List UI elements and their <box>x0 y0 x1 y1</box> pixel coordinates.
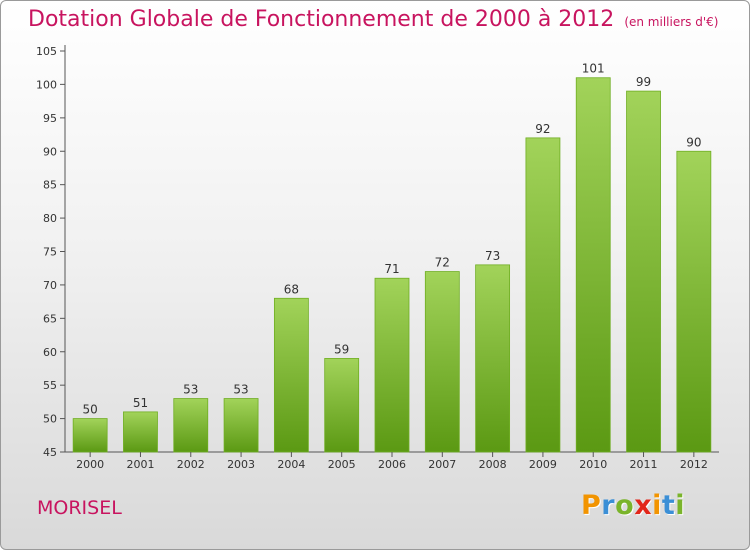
proxiti-logo: Proxiti <box>581 490 686 521</box>
x-tick-label: 2006 <box>378 458 406 471</box>
bar-value-label: 68 <box>284 282 299 296</box>
y-tick-label: 45 <box>43 446 57 459</box>
bar <box>626 90 661 453</box>
bar-value-label: 73 <box>485 249 500 263</box>
x-tick-label: 2003 <box>227 458 255 471</box>
x-tick-label: 2012 <box>680 458 708 471</box>
y-tick-label: 50 <box>43 413 57 426</box>
y-tick-label: 105 <box>36 45 57 58</box>
bar-value-label: 99 <box>636 75 651 89</box>
y-tick-label: 95 <box>43 112 57 125</box>
town-name: MORISEL <box>37 497 122 519</box>
bar-value-label: 90 <box>686 135 701 149</box>
chart-title: Dotation Globale de Fonctionnement de 20… <box>28 7 718 32</box>
y-tick-label: 65 <box>43 312 57 325</box>
bar-value-label: 72 <box>435 256 450 270</box>
bar <box>475 264 511 453</box>
bar <box>676 150 712 453</box>
x-tick-label: 2005 <box>328 458 356 471</box>
bar-value-label: 59 <box>334 342 349 356</box>
bar <box>575 77 611 453</box>
bar <box>324 358 360 453</box>
bar <box>374 277 410 453</box>
x-tick-label: 2007 <box>428 458 456 471</box>
x-tick-label: 2009 <box>529 458 557 471</box>
y-tick-label: 85 <box>43 179 57 192</box>
chart-title-text: Dotation Globale de Fonctionnement de 20… <box>28 7 615 32</box>
bar-value-label: 101 <box>582 62 605 76</box>
y-tick-label: 80 <box>43 212 57 225</box>
bar <box>525 137 561 453</box>
bar <box>173 398 209 453</box>
x-tick-label: 2004 <box>277 458 305 471</box>
bar-value-label: 92 <box>535 122 550 136</box>
x-tick-label: 2011 <box>630 458 658 471</box>
bar-value-label: 71 <box>384 262 399 276</box>
x-tick-label: 2008 <box>479 458 507 471</box>
y-tick-label: 75 <box>43 246 57 259</box>
bar-value-label: 51 <box>133 396 148 410</box>
y-tick-label: 90 <box>43 145 57 158</box>
y-tick-label: 70 <box>43 279 57 292</box>
bar <box>424 271 460 453</box>
bar <box>223 398 259 453</box>
y-tick-label: 60 <box>43 346 57 359</box>
x-tick-label: 2001 <box>126 458 154 471</box>
y-tick-label: 100 <box>36 78 57 91</box>
x-tick-label: 2002 <box>177 458 205 471</box>
bar-value-label: 50 <box>83 403 98 417</box>
bar <box>72 418 108 453</box>
bar-value-label: 53 <box>183 383 198 397</box>
x-tick-label: 2000 <box>76 458 104 471</box>
x-tick-label: 2010 <box>579 458 607 471</box>
chart-unit: (en milliers d'€) <box>624 15 719 29</box>
y-tick-label: 55 <box>43 379 57 392</box>
bar <box>273 297 309 453</box>
bar-value-label: 53 <box>233 383 248 397</box>
bar <box>123 411 158 453</box>
